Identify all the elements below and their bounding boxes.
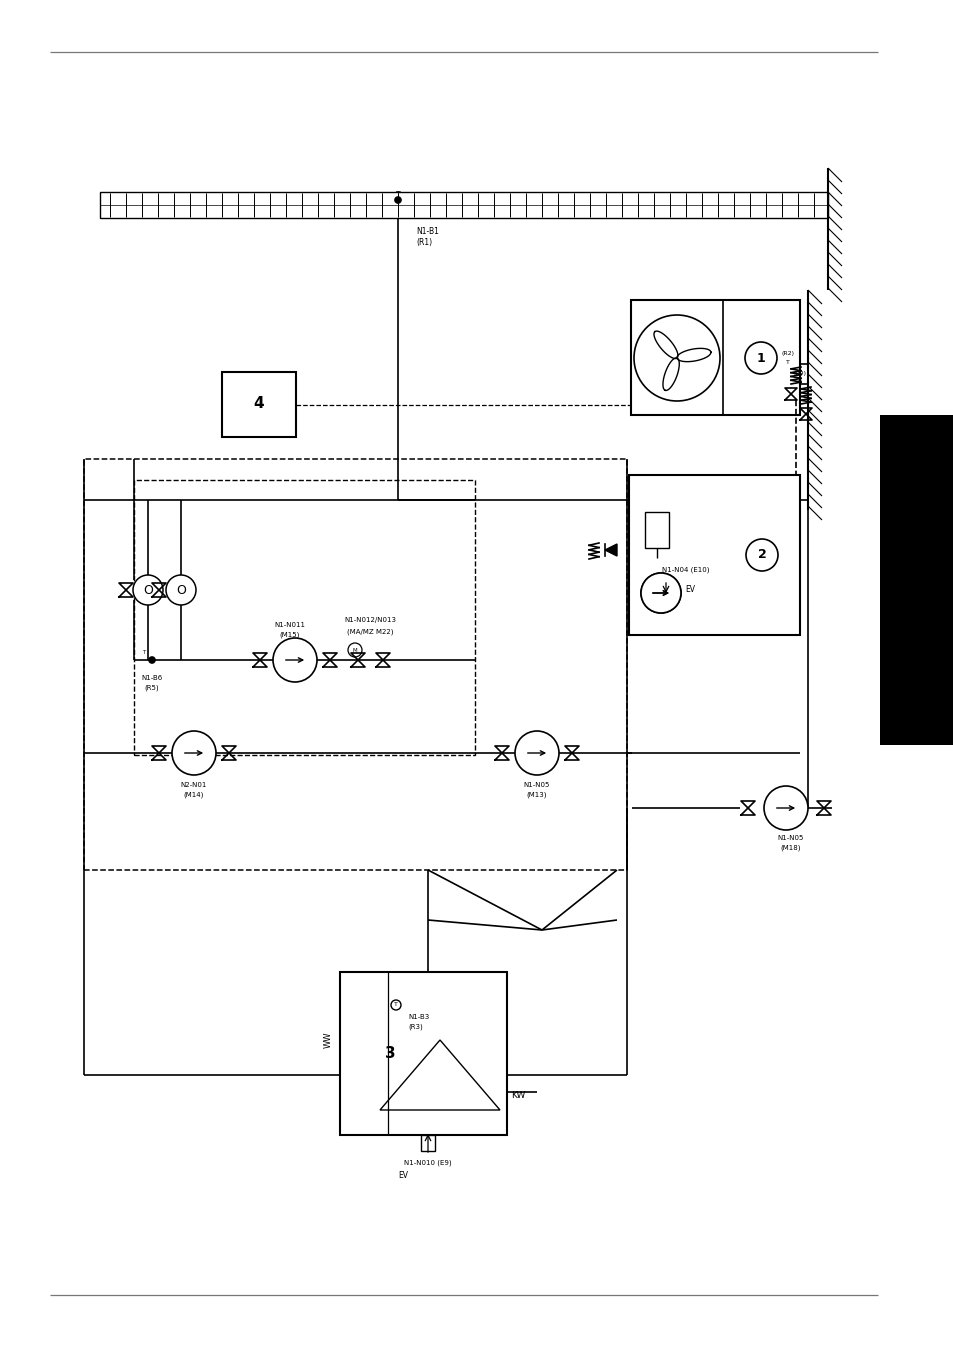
Text: N1-B3: N1-B3 — [408, 1014, 429, 1021]
Text: 3: 3 — [384, 1046, 395, 1061]
Bar — [100, 192, 827, 217]
Text: (R3): (R3) — [408, 1023, 422, 1030]
Circle shape — [745, 539, 778, 571]
Text: N1-N05: N1-N05 — [777, 836, 803, 841]
Text: EV: EV — [684, 585, 695, 594]
Text: (R1): (R1) — [416, 239, 432, 247]
Circle shape — [744, 342, 776, 374]
Text: O: O — [143, 583, 152, 597]
Bar — [222, 373, 295, 437]
Text: N1-N011: N1-N011 — [274, 622, 305, 628]
Circle shape — [515, 730, 558, 775]
Bar — [644, 512, 668, 548]
Bar — [628, 475, 800, 634]
Text: 1: 1 — [756, 351, 764, 364]
Text: O: O — [176, 583, 186, 597]
Bar — [630, 300, 800, 414]
Text: N1-B6: N1-B6 — [141, 675, 162, 680]
Text: EV: EV — [397, 1172, 408, 1180]
Text: 4: 4 — [253, 397, 264, 412]
Circle shape — [634, 315, 720, 401]
Circle shape — [172, 730, 215, 775]
Circle shape — [348, 643, 361, 657]
Text: N1-N012/N013: N1-N012/N013 — [344, 617, 395, 622]
Text: WW: WW — [323, 1031, 333, 1048]
Bar — [420, 1135, 435, 1152]
Circle shape — [149, 657, 154, 663]
Bar — [339, 972, 506, 1135]
Circle shape — [395, 197, 400, 202]
Text: T: T — [395, 190, 400, 200]
Text: (M18): (M18) — [780, 845, 801, 852]
Bar — [659, 580, 672, 595]
Bar — [84, 459, 626, 869]
Circle shape — [391, 1000, 400, 1010]
Text: (MA/MZ M22): (MA/MZ M22) — [346, 629, 393, 636]
Text: (M13): (M13) — [526, 791, 547, 798]
Circle shape — [640, 572, 680, 613]
Bar — [133, 481, 475, 755]
Text: 2: 2 — [757, 548, 765, 562]
Circle shape — [273, 639, 316, 682]
Text: (R9): (R9) — [793, 371, 805, 377]
Text: (R2): (R2) — [781, 351, 794, 356]
Text: N1-N010 (E9): N1-N010 (E9) — [404, 1160, 452, 1166]
Bar — [879, 414, 953, 745]
Text: T: T — [785, 359, 789, 364]
Text: N1-N05: N1-N05 — [523, 782, 550, 788]
Text: (M14): (M14) — [184, 791, 204, 798]
Text: M: M — [353, 648, 357, 652]
Text: (R5): (R5) — [145, 684, 159, 691]
Circle shape — [640, 572, 680, 613]
Text: T: T — [394, 1003, 397, 1007]
Text: T: T — [798, 379, 801, 385]
Circle shape — [132, 575, 163, 605]
Text: N1-N04 (E10): N1-N04 (E10) — [661, 567, 709, 574]
Circle shape — [166, 575, 195, 605]
Text: N2-N01: N2-N01 — [181, 782, 207, 788]
Text: KW: KW — [510, 1091, 525, 1099]
Text: (M15): (M15) — [279, 632, 300, 639]
Polygon shape — [604, 544, 617, 556]
Text: T: T — [142, 649, 146, 655]
Text: N1-B1: N1-B1 — [416, 228, 438, 236]
Circle shape — [763, 786, 807, 830]
